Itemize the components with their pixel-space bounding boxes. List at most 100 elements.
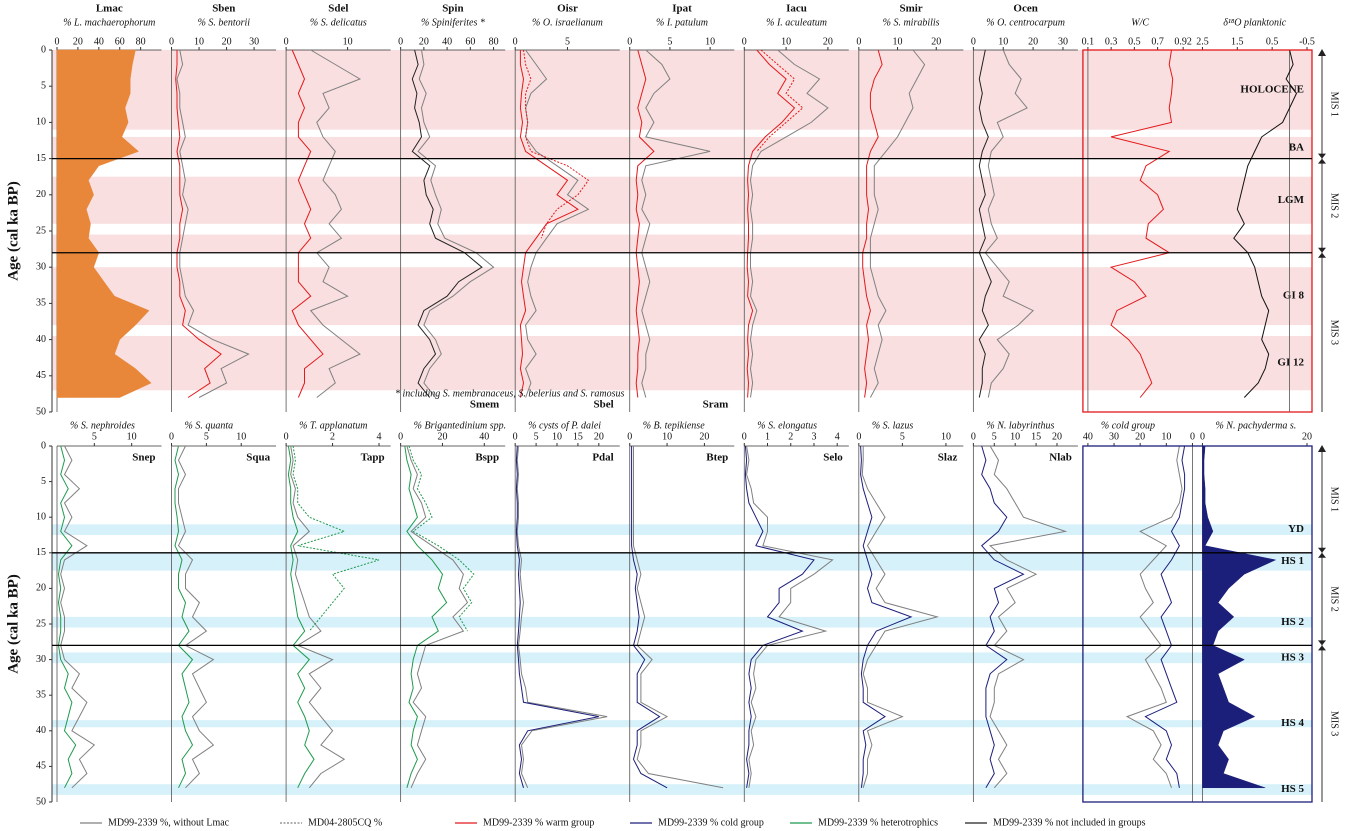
x-tick-label: 0.1	[1082, 36, 1095, 47]
panel-note: Smem	[470, 399, 499, 411]
x-tick-label: 20	[699, 431, 709, 442]
x-tick-label: 10	[1161, 431, 1171, 442]
x-tick-label: 0	[513, 431, 518, 442]
line-series	[175, 50, 222, 398]
stage-marker	[1318, 247, 1326, 258]
x-tick-label: 0	[55, 36, 60, 47]
line-series	[631, 446, 668, 789]
x-tick-label: 0	[742, 431, 747, 442]
x-tick-label: 0	[742, 36, 747, 47]
x-tick-label: 3	[811, 431, 816, 442]
legend-label: MD99-2339 %, without Lmac	[108, 817, 230, 828]
y-axis-label: Age (cal ka BP)	[5, 181, 21, 281]
line-series	[309, 49, 362, 398]
stage-marker	[1318, 640, 1326, 651]
line-series	[746, 445, 834, 788]
band	[52, 720, 1312, 728]
panel-subtitle: W/C	[1131, 17, 1149, 28]
line-series	[635, 49, 655, 398]
panel-title: Spin	[442, 3, 463, 15]
panel-subtitle: % S. lazus	[872, 420, 914, 431]
band	[52, 176, 1312, 224]
panel-subtitle: % S. mirabilis	[883, 17, 940, 28]
panel-subtitle: % cysts of P. dalei	[528, 420, 601, 431]
panel-title: Ipat	[672, 3, 692, 15]
panel-subtitle: % Spiniferites *	[421, 17, 485, 28]
panel-subtitle: % N. pachyderma s.	[1215, 420, 1296, 431]
area-series	[56, 49, 152, 398]
y-tick-label: 40	[36, 334, 46, 345]
x-tick-label: 30	[249, 36, 259, 47]
x-tick-label: 1	[765, 431, 770, 442]
y-tick-label: 50	[36, 406, 46, 417]
x-tick-label: 10	[781, 36, 791, 47]
stage-marker	[1318, 547, 1326, 558]
band-label: LGM	[1278, 194, 1305, 206]
x-tick-label: 10	[705, 36, 715, 47]
line-series	[292, 445, 380, 632]
y-tick-label: 30	[36, 261, 46, 272]
x-tick-label: 5	[900, 431, 905, 442]
line-series	[519, 50, 579, 398]
y-tick-label: 50	[36, 796, 46, 807]
x-tick-label: 5	[534, 431, 539, 442]
legend-label: MD99-2339 % not included in groups	[993, 817, 1146, 828]
x-tick-label: 40	[479, 431, 489, 442]
line-series	[411, 49, 483, 398]
panel-title: Lmac	[96, 3, 123, 15]
x-tick-label: 80	[136, 36, 146, 47]
x-tick-label: 0	[856, 36, 861, 47]
panel-subtitle: % O. israelianum	[532, 17, 603, 28]
panel-subtitle: % cold group	[1101, 420, 1155, 431]
band-label: BA	[1289, 141, 1304, 153]
line-series	[744, 445, 815, 788]
x-tick-label: 1.5	[1231, 36, 1244, 47]
line-series	[57, 445, 77, 789]
panel-subtitle: % S. bentorii	[198, 17, 251, 28]
panel-subtitle: % S. quanta	[185, 420, 234, 431]
x-tick-label: 0	[971, 431, 976, 442]
x-tick-label: 20	[437, 431, 447, 442]
band-label: HS 3	[1281, 651, 1304, 663]
x-tick-label: 20	[419, 36, 429, 47]
legend-label: MD99-2339 % warm group	[483, 817, 594, 828]
line-series	[641, 49, 711, 398]
x-tick-label: 0.5	[1266, 36, 1279, 47]
panel-subtitle: % I. patulum	[656, 17, 708, 28]
stage-marker	[1318, 49, 1326, 56]
y-tick-label: 20	[36, 189, 46, 200]
legend-label: MD99-2339 % heterotrophics	[818, 817, 938, 828]
band	[52, 335, 1312, 391]
panel-subtitle: % T. applanatum	[299, 420, 367, 431]
line-series	[861, 446, 940, 788]
panel-title: Nlab	[1049, 452, 1072, 464]
stage-label: MIS 1	[1329, 487, 1340, 512]
band-label: HOLOCENE	[1240, 83, 1304, 95]
y-axis-label: Age (cal ka BP)	[5, 574, 21, 674]
line-series	[417, 49, 495, 398]
panel-subtitle: δ¹⁸O planktonic	[1223, 17, 1287, 28]
x-tick-label: 10	[343, 36, 353, 47]
line-series	[1109, 49, 1174, 398]
line-series	[404, 445, 448, 788]
y-tick-label: 10	[36, 117, 46, 128]
x-tick-label: 0.3	[1105, 36, 1118, 47]
y-tick-label: 0	[41, 440, 46, 451]
x-tick-label: 5	[204, 431, 209, 442]
panel-title: Iacu	[786, 3, 807, 15]
x-tick-label: 20	[1052, 431, 1062, 442]
panel-title: Sdel	[328, 3, 348, 15]
line-series	[746, 49, 796, 398]
x-tick-label: 0.7	[1151, 36, 1164, 47]
x-tick-label: 0.92	[1174, 36, 1192, 47]
y-tick-label: 5	[41, 80, 46, 91]
panel-subtitle: % I. aculeatum	[766, 17, 827, 28]
panel-title: Tapp	[361, 452, 385, 464]
x-tick-label: 10	[236, 431, 246, 442]
y-tick-label: 20	[36, 583, 46, 594]
band	[52, 552, 1312, 571]
x-tick-label: 15	[573, 431, 583, 442]
line-series	[408, 445, 475, 632]
panel-title: Ocen	[1013, 3, 1037, 15]
